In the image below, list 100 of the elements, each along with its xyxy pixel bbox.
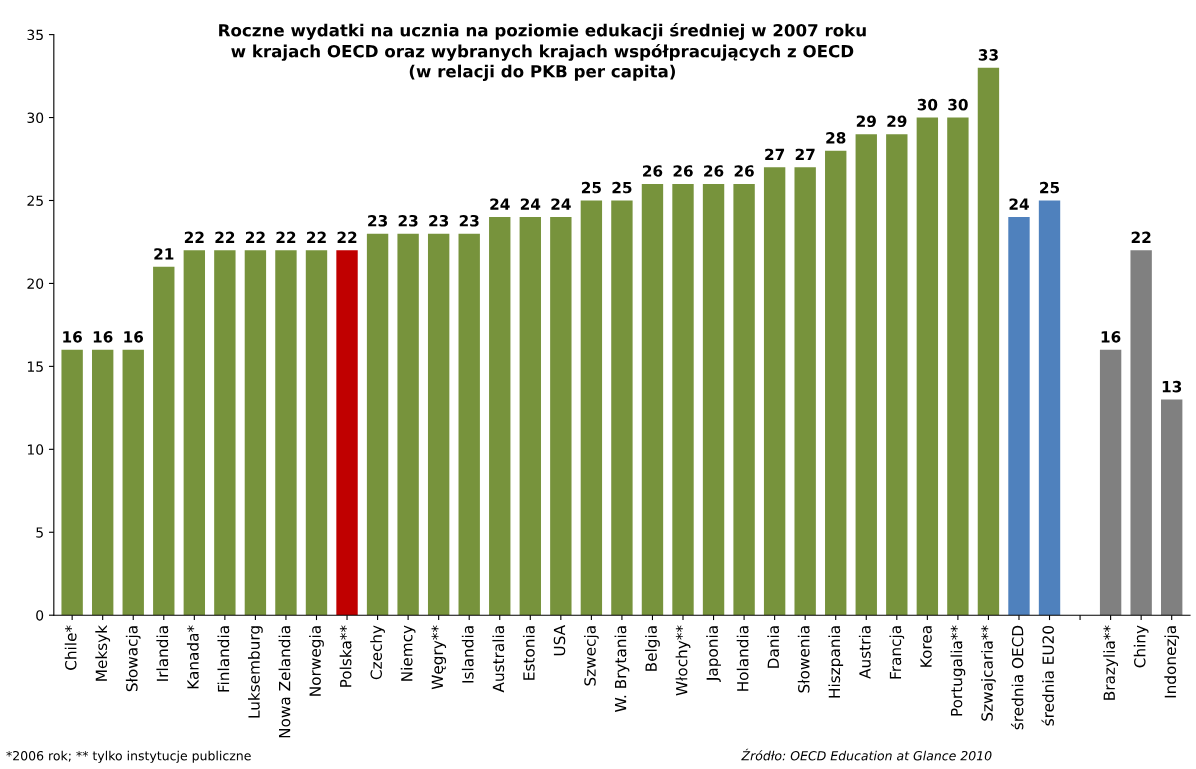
y-tick-label: 15 — [27, 361, 43, 372]
bar — [947, 117, 969, 616]
data-label: 23 — [429, 214, 449, 227]
data-label: 27 — [765, 148, 785, 160]
x-tick-label: Szwajcaria** — [981, 625, 996, 721]
x-tick-label: Dania — [767, 626, 780, 668]
data-label: 13 — [1162, 380, 1182, 393]
x-tick-label: Austria — [858, 626, 871, 679]
data-label: 22 — [215, 231, 235, 243]
data-label: 22 — [337, 231, 357, 243]
bar — [153, 266, 175, 616]
x-tick-label: Belgia — [645, 626, 660, 671]
bar — [733, 183, 755, 616]
bar — [580, 200, 603, 616]
x-tick-label: Słowenia — [797, 626, 810, 693]
data-label: 16 — [93, 331, 113, 343]
data-label: 26 — [704, 165, 724, 177]
x-tick-label: Estonia — [522, 626, 535, 680]
text: Źródło: OECD Education at Glance 2010 — [741, 748, 992, 761]
data-label: 24 — [1009, 198, 1029, 210]
x-tick-label: Norwegia — [309, 626, 324, 696]
data-label: 16 — [124, 331, 144, 343]
bar — [550, 217, 572, 616]
data-label: 16 — [63, 331, 82, 343]
bar — [489, 217, 511, 616]
data-label: 22 — [184, 231, 204, 243]
y-tick-label: 5 — [36, 527, 43, 538]
y-tick-label: 30 — [27, 112, 44, 124]
x-tick-label: Japonia — [706, 626, 721, 682]
bar — [825, 150, 847, 616]
bar — [702, 183, 725, 616]
y-tick-label: 0 — [36, 610, 44, 621]
x-tick-label: Hiszpania — [828, 626, 844, 698]
bar — [427, 233, 450, 616]
bar — [1008, 217, 1030, 616]
y-tick-label: 20 — [27, 278, 44, 289]
x-tick-label: Brazylia** — [1103, 625, 1118, 700]
data-label: 22 — [1131, 231, 1151, 243]
data-label: 27 — [795, 148, 815, 160]
x-tick-label: Australia — [492, 626, 505, 693]
data-label: 24 — [520, 198, 541, 210]
bar — [672, 183, 694, 616]
bar — [183, 250, 206, 616]
x-tick-label: Nowa Zelandia — [278, 626, 291, 738]
data-label: 26 — [643, 165, 663, 177]
data-label: 22 — [245, 231, 265, 243]
x-tick-label: Niemcy — [400, 625, 416, 681]
x-tick-label: Słowacja — [125, 626, 141, 692]
data-label: 30 — [948, 98, 968, 111]
y-tick-label: 10 — [27, 444, 44, 455]
bar — [886, 134, 908, 616]
x-tick-label: Francja — [889, 626, 905, 679]
x-tick-label: Finlandia — [217, 626, 230, 692]
data-label: 24 — [551, 198, 571, 210]
data-label: 28 — [826, 132, 846, 144]
data-label: 22 — [307, 231, 326, 243]
data-label: 23 — [459, 214, 479, 227]
data-label: 25 — [581, 181, 601, 194]
x-tick-label: Islandia — [461, 626, 474, 683]
y-tick-label: 35 — [27, 29, 43, 41]
x-tick-label: Kanada* — [186, 625, 199, 689]
bar — [458, 233, 480, 616]
bar — [1099, 349, 1122, 616]
bar — [336, 250, 358, 616]
bar — [1130, 250, 1152, 616]
x-tick-label: Portugalia** — [950, 625, 966, 716]
x-tick-label: Szwecja — [583, 626, 599, 686]
bar — [275, 250, 297, 616]
data-label: 26 — [673, 165, 693, 177]
bar — [916, 117, 939, 616]
x-tick-label: Holandia — [736, 626, 749, 691]
bar — [519, 217, 541, 616]
bar — [1038, 200, 1061, 616]
data-label: 21 — [154, 248, 174, 260]
bar — [977, 67, 1000, 616]
bar — [214, 250, 236, 616]
bar — [305, 250, 328, 616]
x-tick-label: średnia OECD — [1010, 625, 1024, 730]
data-label: 25 — [612, 181, 632, 194]
y-tick-label: 25 — [27, 195, 43, 206]
x-tick-label: Meksyk — [95, 624, 111, 681]
data-label: 26 — [734, 165, 754, 177]
data-label: 29 — [856, 115, 876, 128]
data-label: 29 — [887, 115, 907, 128]
x-tick-label: Polska** — [339, 625, 352, 687]
text: *2006 rok; ** tylko instytucje publiczne — [6, 750, 251, 763]
data-label: 33 — [978, 49, 998, 61]
x-tick-label: Irlandia — [156, 626, 169, 681]
bar — [763, 167, 786, 616]
x-tick-label: USA — [553, 625, 566, 656]
x-tick-label: Włochy** — [675, 625, 691, 696]
text: Roczne wydatki na ucznia na poziomie edukacji średniej w 2007 roku w krajach OECD oraz wybranych krajach współpracujących z OECD (w relacji do PKB per capita) — [219, 22, 866, 81]
x-tick-label: Chile* — [64, 625, 77, 670]
x-tick-label: Węgry** — [431, 625, 447, 690]
data-label: 23 — [398, 214, 418, 227]
bar — [122, 349, 144, 616]
bar — [397, 233, 419, 616]
x-tick-label: Korea — [920, 626, 932, 667]
bar — [794, 167, 816, 616]
bar — [641, 183, 664, 616]
